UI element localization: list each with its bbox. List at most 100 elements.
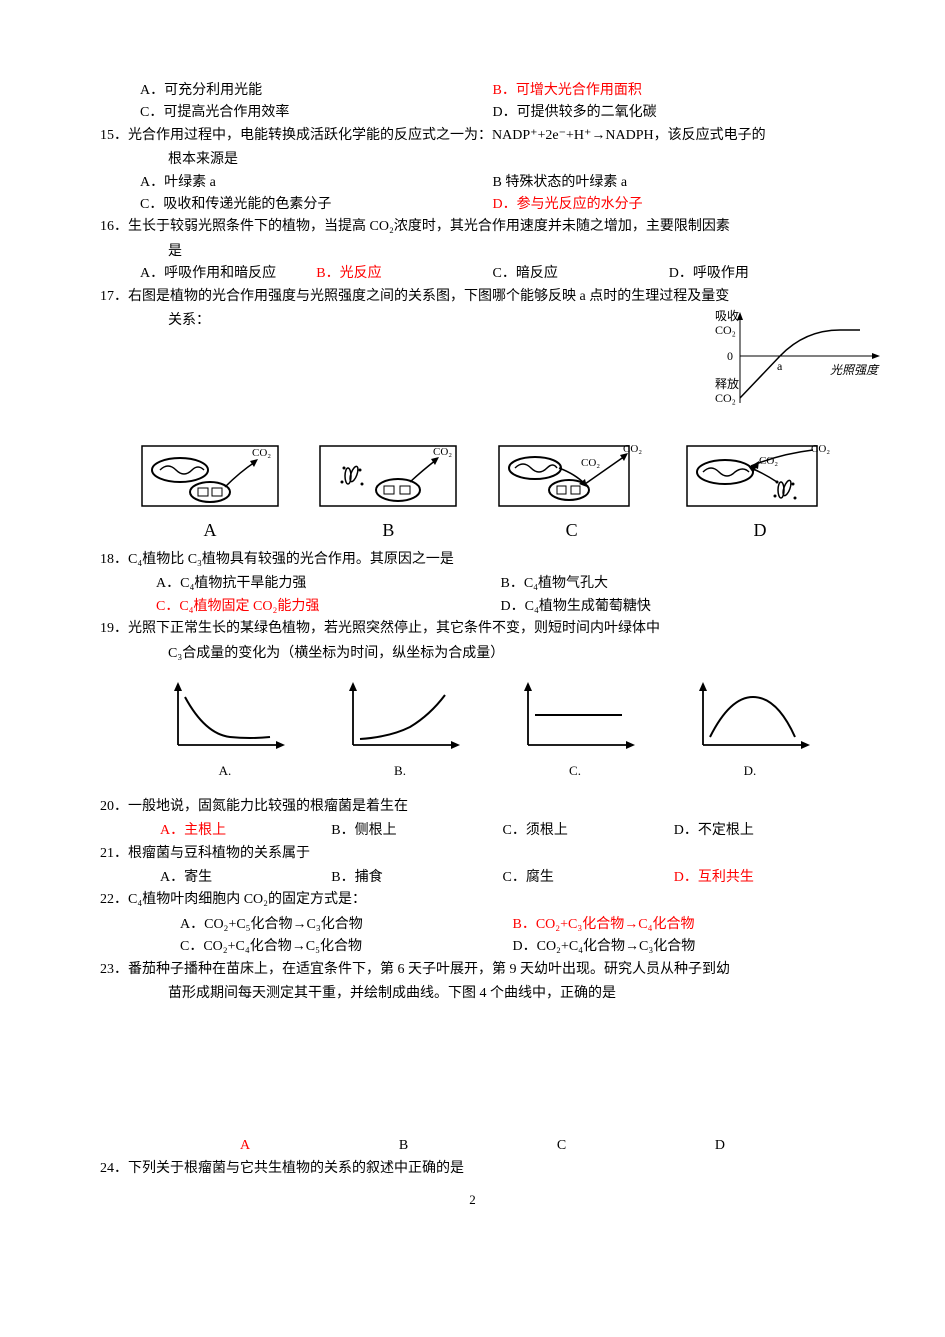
- q15-stem: 光合作用过程中，电能转换成活跃化学能的反应式之一为：NADP⁺+2e⁻+H⁺→N…: [128, 128, 766, 143]
- q20-options: A．主根上 B．侧根上 C．须根上 D．不定根上: [100, 820, 845, 842]
- q19-label-a: A.: [160, 761, 290, 782]
- page-number: 2: [100, 1190, 845, 1211]
- q18-options: A．C₄植物抗干旱能力强 B．C₄植物气孔大 C．C₄植物固定 CO₂能力强 D…: [100, 573, 845, 618]
- q20-num: 20．: [100, 796, 128, 818]
- q14-opt-d: D．可提供较多的二氧化碳: [493, 102, 846, 124]
- q15-options: A．叶绿素 a B 特殊状态的叶绿素 a C．吸收和传递光能的色素分子 D．参与…: [100, 172, 845, 217]
- q17-label-a: A: [140, 516, 280, 545]
- q18-num: 18．: [100, 549, 128, 571]
- q19-label-d: D.: [685, 761, 815, 782]
- q20: 20．一般地说，固氮能力比较强的根瘤菌是着生在: [100, 796, 845, 818]
- q22-opt-c: C．CO₂+C₄化合物→C₅化合物: [180, 936, 513, 958]
- q23-label-b: B: [399, 1135, 408, 1157]
- q21-opt-b: B．捕食: [331, 867, 502, 889]
- q17: 17．右图是植物的光合作用强度与光照强度之间的关系图，下图哪个能够反映 a 点时…: [100, 286, 845, 550]
- q22-options: A．CO₂+C₅化合物→C₃化合物 B．CO₂+C₃化合物→C₄化合物 C．CO…: [100, 914, 845, 959]
- q17-ytop2: CO₂: [715, 323, 736, 337]
- q23-num: 23．: [100, 959, 128, 981]
- q23-label-c: C: [557, 1135, 566, 1157]
- q14-opt-b: B．可增大光合作用面积: [493, 80, 846, 102]
- svg-text:CO₂: CO₂: [252, 447, 271, 459]
- q17-ybot2: CO₂: [715, 391, 736, 405]
- q15-stem2: 根本来源是: [100, 149, 845, 171]
- q17-ytop: 吸收: [715, 309, 739, 323]
- q15-num: 15．: [100, 125, 128, 147]
- q17-diag-c: CO₂ CO₂ C: [497, 442, 647, 545]
- q14-options: A．可充分利用光能 B．可增大光合作用面积 C．可提高光合作用效率 D．可提供较…: [100, 80, 845, 125]
- q17-graph: 吸收 CO₂ 0 释放 CO₂ a 光照强度: [675, 308, 885, 426]
- q22: 22．C₄植物叶肉细胞内 CO₂的固定方式是：: [100, 889, 845, 911]
- q15: 15．光合作用过程中，电能转换成活跃化学能的反应式之一为：NADP⁺+2e⁻+H…: [100, 125, 845, 147]
- q19-stem2: C₃合成量的变化为（横坐标为时间，纵坐标为合成量）: [100, 643, 845, 665]
- q14-opt-a: A．可充分利用光能: [140, 80, 493, 102]
- q17-diag-a: CO₂ A: [140, 442, 280, 545]
- q18-opt-d: D．C₄植物生成葡萄糖快: [501, 596, 846, 618]
- q23-blank: [100, 1005, 845, 1135]
- q16-stem2: 是: [100, 241, 845, 263]
- q17-graph-svg: 吸收 CO₂ 0 释放 CO₂ a 光照强度: [675, 308, 885, 418]
- q23-stem2: 苗形成期间每天测定其干重，并绘制成曲线。下图 4 个曲线中，正确的是: [100, 983, 845, 1005]
- q23-stem: 番茄种子播种在苗床上，在适宜条件下，第 6 天子叶展开，第 9 天幼叶出现。研究…: [128, 962, 730, 977]
- q21-opt-c: C．腐生: [503, 867, 674, 889]
- q22-opt-a: A．CO₂+C₅化合物→C₃化合物: [180, 914, 513, 936]
- q20-stem: 一般地说，固氮能力比较强的根瘤菌是着生在: [128, 799, 408, 814]
- svg-text:CO₂: CO₂: [581, 457, 600, 469]
- q17-label-c: C: [497, 516, 647, 545]
- q17-stem: 右图是植物的光合作用强度与光照强度之间的关系图，下图哪个能够反映 a 点时的生理…: [128, 289, 729, 304]
- q20-opt-b: B．侧根上: [331, 820, 502, 842]
- q21-opt-d: D．互利共生: [674, 867, 845, 889]
- q16-stem: 生长于较弱光照条件下的植物，当提高 CO₂浓度时，其光合作用速度并未随之增加，主…: [128, 219, 730, 234]
- q17-ybot: 释放: [715, 376, 739, 391]
- q16-opt-c: C．暗反应: [493, 263, 669, 285]
- q16: 16．生长于较弱光照条件下的植物，当提高 CO₂浓度时，其光合作用速度并未随之增…: [100, 216, 845, 238]
- q14-opt-c: C．可提高光合作用效率: [140, 102, 493, 124]
- svg-text:CO₂: CO₂: [811, 443, 830, 455]
- q19: 19．光照下正常生长的某绿色植物，若光照突然停止，其它条件不变，则短时间内叶绿体…: [100, 618, 845, 640]
- q15-opt-c: C．吸收和传递光能的色素分子: [140, 194, 493, 216]
- q23-label-a: A: [240, 1135, 250, 1157]
- q17-diag-b: CO₂ B: [318, 442, 458, 545]
- q19-label-b: B.: [335, 761, 465, 782]
- q19-diagrams: A. B. C. D.: [100, 665, 845, 796]
- q15-opt-a: A．叶绿素 a: [140, 172, 493, 194]
- q18: 18．C₄植物比 C₃植物具有较强的光合作用。其原因之一是: [100, 549, 845, 571]
- q19-label-c: C.: [510, 761, 640, 782]
- q16-num: 16．: [100, 216, 128, 238]
- q17-a: a: [777, 359, 783, 373]
- q16-options: A．呼吸作用和暗反应 B．光反应 C．暗反应 D．呼吸作用: [100, 263, 845, 285]
- q19-diag-d: D.: [685, 679, 815, 782]
- q19-diag-b: B.: [335, 679, 465, 782]
- q18-opt-a: A．C₄植物抗干旱能力强: [156, 573, 501, 595]
- q21-options: A．寄生 B．捕食 C．腐生 D．互利共生: [100, 867, 845, 889]
- q24-stem: 下列关于根瘤菌与它共生植物的关系的叙述中正确的是: [128, 1161, 464, 1176]
- q19-num: 19．: [100, 618, 128, 640]
- q17-diag-d: CO₂ CO₂ D: [685, 442, 835, 545]
- q22-opt-b: B．CO₂+C₃化合物→C₄化合物: [513, 914, 846, 936]
- q23-labels: A B C D: [100, 1135, 845, 1157]
- q15-opt-d: D．参与光反应的水分子: [493, 194, 846, 216]
- q20-opt-d: D．不定根上: [674, 820, 845, 842]
- q16-opt-b: B．光反应: [316, 263, 492, 285]
- q16-opt-a: A．呼吸作用和暗反应: [140, 263, 316, 285]
- q21-stem: 根瘤菌与豆科植物的关系属于: [128, 846, 310, 861]
- q19-stem: 光照下正常生长的某绿色植物，若光照突然停止，其它条件不变，则短时间内叶绿体中: [128, 621, 660, 636]
- svg-text:CO₂: CO₂: [623, 443, 642, 455]
- q18-opt-b: B．C₄植物气孔大: [501, 573, 846, 595]
- q22-stem: C₄植物叶肉细胞内 CO₂的固定方式是：: [128, 892, 366, 907]
- q24: 24．下列关于根瘤菌与它共生植物的关系的叙述中正确的是: [100, 1158, 845, 1180]
- q16-opt-d: D．呼吸作用: [669, 263, 845, 285]
- q17-label-d: D: [685, 516, 835, 545]
- q17-diagrams: CO₂ A CO₂ B: [100, 422, 845, 549]
- q18-stem: C₄植物比 C₃植物具有较强的光合作用。其原因之一是: [128, 552, 454, 567]
- q17-zero: 0: [727, 349, 733, 363]
- q24-num: 24．: [100, 1158, 128, 1180]
- q20-opt-a: A．主根上: [160, 820, 331, 842]
- q18-opt-c: C．C₄植物固定 CO₂能力强: [156, 596, 501, 618]
- q17-xarrow: [872, 353, 880, 359]
- q23: 23．番茄种子播种在苗床上，在适宜条件下，第 6 天子叶展开，第 9 天幼叶出现…: [100, 959, 845, 981]
- q21: 21．根瘤菌与豆科植物的关系属于: [100, 843, 845, 865]
- q22-num: 22．: [100, 889, 128, 911]
- q19-diag-a: A.: [160, 679, 290, 782]
- q22-opt-d: D．CO₂+C₄化合物→C₃化合物: [513, 936, 846, 958]
- q23-label-d: D: [715, 1135, 725, 1157]
